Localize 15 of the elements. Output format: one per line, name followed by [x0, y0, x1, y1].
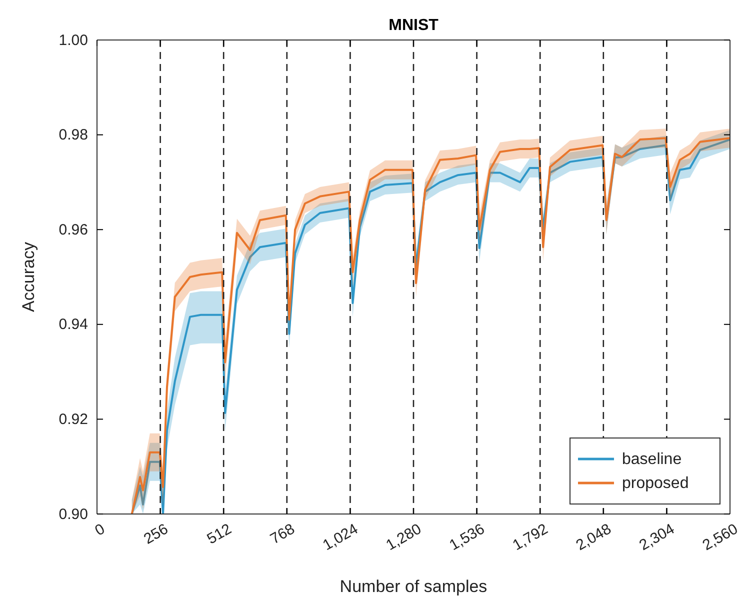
legend-label: proposed: [622, 475, 689, 492]
x-tick-label: 512: [204, 520, 234, 548]
chart-title: MNIST: [388, 17, 439, 34]
y-tick-label: 0.98: [58, 126, 88, 144]
y-tick-label: 1.00: [58, 32, 88, 49]
x-axis-title: Number of samples: [340, 577, 488, 596]
legend-label: baseline: [622, 451, 682, 468]
y-tick-label: 0.94: [58, 316, 88, 334]
y-tick-label: 0.96: [58, 221, 88, 238]
y-axis-title: Accuracy: [19, 242, 38, 312]
x-tick-label: 0: [92, 520, 108, 540]
x-tick-label: 256: [140, 520, 172, 548]
x-tick-label: 768: [268, 520, 298, 548]
y-tick-label: 0.92: [58, 411, 88, 428]
y-tick-label: 0.90: [58, 506, 88, 523]
